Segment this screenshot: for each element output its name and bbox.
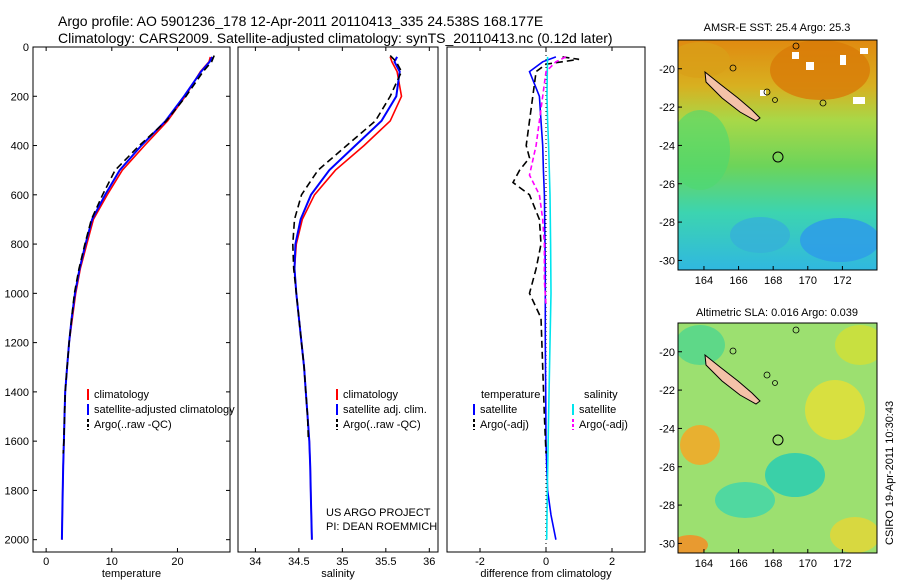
header-line-2: Climatology: CARS2009. Satellite-adjuste… [58, 30, 613, 46]
map-x-tick-label: 166 [729, 275, 747, 287]
map-y-tick-label: -24 [659, 140, 675, 152]
sst-map-axes: 164 166 168 170 172 -20 -22 -24 -26 -28 -30 [659, 64, 851, 287]
legend-label: satellite adj. clim. [343, 404, 427, 416]
legend-label: satellite-adjusted climatology [94, 404, 235, 416]
sla-map-panel: Altimetric SLA: 0.016 Argo: 0.039 164 166… [659, 307, 878, 570]
x-tick-label: 2 [609, 556, 615, 568]
map-y-tick-label: -28 [659, 500, 675, 512]
sst-map-panel: AMSR-E SST: 25.4 Argo: 25.3 164 166 168 170… [659, 22, 878, 287]
y-tick-label: 1200 [5, 338, 29, 350]
map-x-tick-label: 166 [729, 558, 747, 570]
x-tick-label: 0 [43, 556, 49, 568]
legend-label: satellite [480, 404, 517, 416]
map-x-tick-label: 168 [764, 275, 782, 287]
sla-argo-marker [772, 434, 784, 446]
x-tick-label: 35.5 [375, 556, 396, 568]
new-caledonia-landmass [704, 70, 761, 122]
y-tick-label: 800 [11, 239, 29, 251]
map-y-tick-label: -28 [659, 217, 675, 229]
map-x-tick-label: 172 [833, 558, 851, 570]
map-x-tick-label: 170 [799, 558, 817, 570]
y-tick-label: 1000 [5, 288, 29, 300]
legend-title: temperature [481, 389, 540, 401]
sla-map-axes: 164 166 168 170 172 -20 -22 -24 -26 -28 -30 [659, 347, 851, 570]
x-tick-label: 36 [423, 556, 435, 568]
new-caledonia-landmass-sla [704, 353, 761, 405]
series-line [528, 56, 567, 306]
x-tick-label: -2 [475, 556, 485, 568]
series-line [545, 56, 552, 540]
y-tick-label: 2000 [5, 535, 29, 547]
map-x-tick-label: 164 [695, 275, 713, 287]
x-axis-label: temperature [102, 568, 161, 580]
y-tick-label: 1400 [5, 387, 29, 399]
legend-label: climatology [94, 389, 150, 401]
x-axis-label: difference from climatology [480, 568, 612, 580]
y-tick-label: 600 [11, 190, 29, 202]
map-y-tick-label: -20 [659, 64, 675, 76]
series-line [528, 56, 557, 540]
legend-label: Argo(..raw -QC) [343, 419, 421, 431]
legend-label: satellite [579, 404, 616, 416]
x-tick-label: 0 [543, 556, 549, 568]
y-tick-label: 0 [23, 42, 29, 54]
x-tick-label: 34.5 [288, 556, 309, 568]
map-y-tick-label: -22 [659, 102, 675, 114]
map-x-tick-label: 164 [695, 558, 713, 570]
project-credit: US ARGO PROJECT [326, 507, 431, 519]
map-y-tick-label: -26 [659, 462, 675, 474]
plot-frame [32, 46, 231, 553]
map-y-tick-label: -22 [659, 385, 675, 397]
legend-label: Argo(-adj) [579, 419, 628, 431]
x-tick-label: 35 [336, 556, 348, 568]
x-tick-label: 20 [171, 556, 183, 568]
y-tick-label: 400 [11, 141, 29, 153]
map-y-tick-label: -26 [659, 179, 675, 191]
legend-label: Argo(..raw -QC) [94, 419, 172, 431]
series-line [293, 56, 401, 540]
sst-map-field [678, 40, 877, 270]
y-tick-label: 1600 [5, 436, 29, 448]
map-x-tick-label: 170 [799, 275, 817, 287]
header-line-1: Argo profile: AO 5901236_178 12-Apr-2011… [58, 13, 543, 29]
temperature-profile-panel: 0 10 20 temperature 0 200 400 600 800 1000 1200 140… [5, 42, 236, 580]
map-y-tick-label: -30 [659, 255, 675, 267]
sst-map-title: AMSR-E SST: 25.4 Argo: 25.3 [704, 22, 851, 34]
y-tick-label: 200 [11, 91, 29, 103]
series-line [61, 56, 212, 540]
y-tick-label: 1800 [5, 485, 29, 497]
sst-argo-marker [772, 151, 784, 163]
legend-label: Argo(-adj) [480, 419, 529, 431]
x-tick-label: 10 [106, 556, 118, 568]
salinity-profile-panel: 34 34.5 35 35.5 36 salinity climatology satelli… [237, 46, 439, 580]
series-line [62, 55, 215, 454]
series-line [511, 56, 580, 454]
map-y-tick-label: -30 [659, 538, 675, 550]
pi-credit: PI: DEAN ROEMMICH [326, 521, 437, 533]
x-tick-label: 34 [249, 556, 261, 568]
sla-map-title: Altimetric SLA: 0.016 Argo: 0.039 [696, 307, 858, 319]
map-y-tick-label: -24 [659, 423, 675, 435]
series-line [60, 56, 214, 540]
sla-map-field [678, 323, 877, 553]
map-x-tick-label: 168 [764, 558, 782, 570]
legend-label: climatology [343, 389, 399, 401]
plot-frame [237, 46, 439, 553]
map-x-tick-label: 172 [833, 275, 851, 287]
legend-title: salinity [584, 389, 618, 401]
timestamp-stamp: CSIRO 19-Apr-2011 10:30:43 [884, 401, 896, 545]
x-axis-label: salinity [321, 568, 355, 580]
map-y-tick-label: -20 [659, 347, 675, 359]
